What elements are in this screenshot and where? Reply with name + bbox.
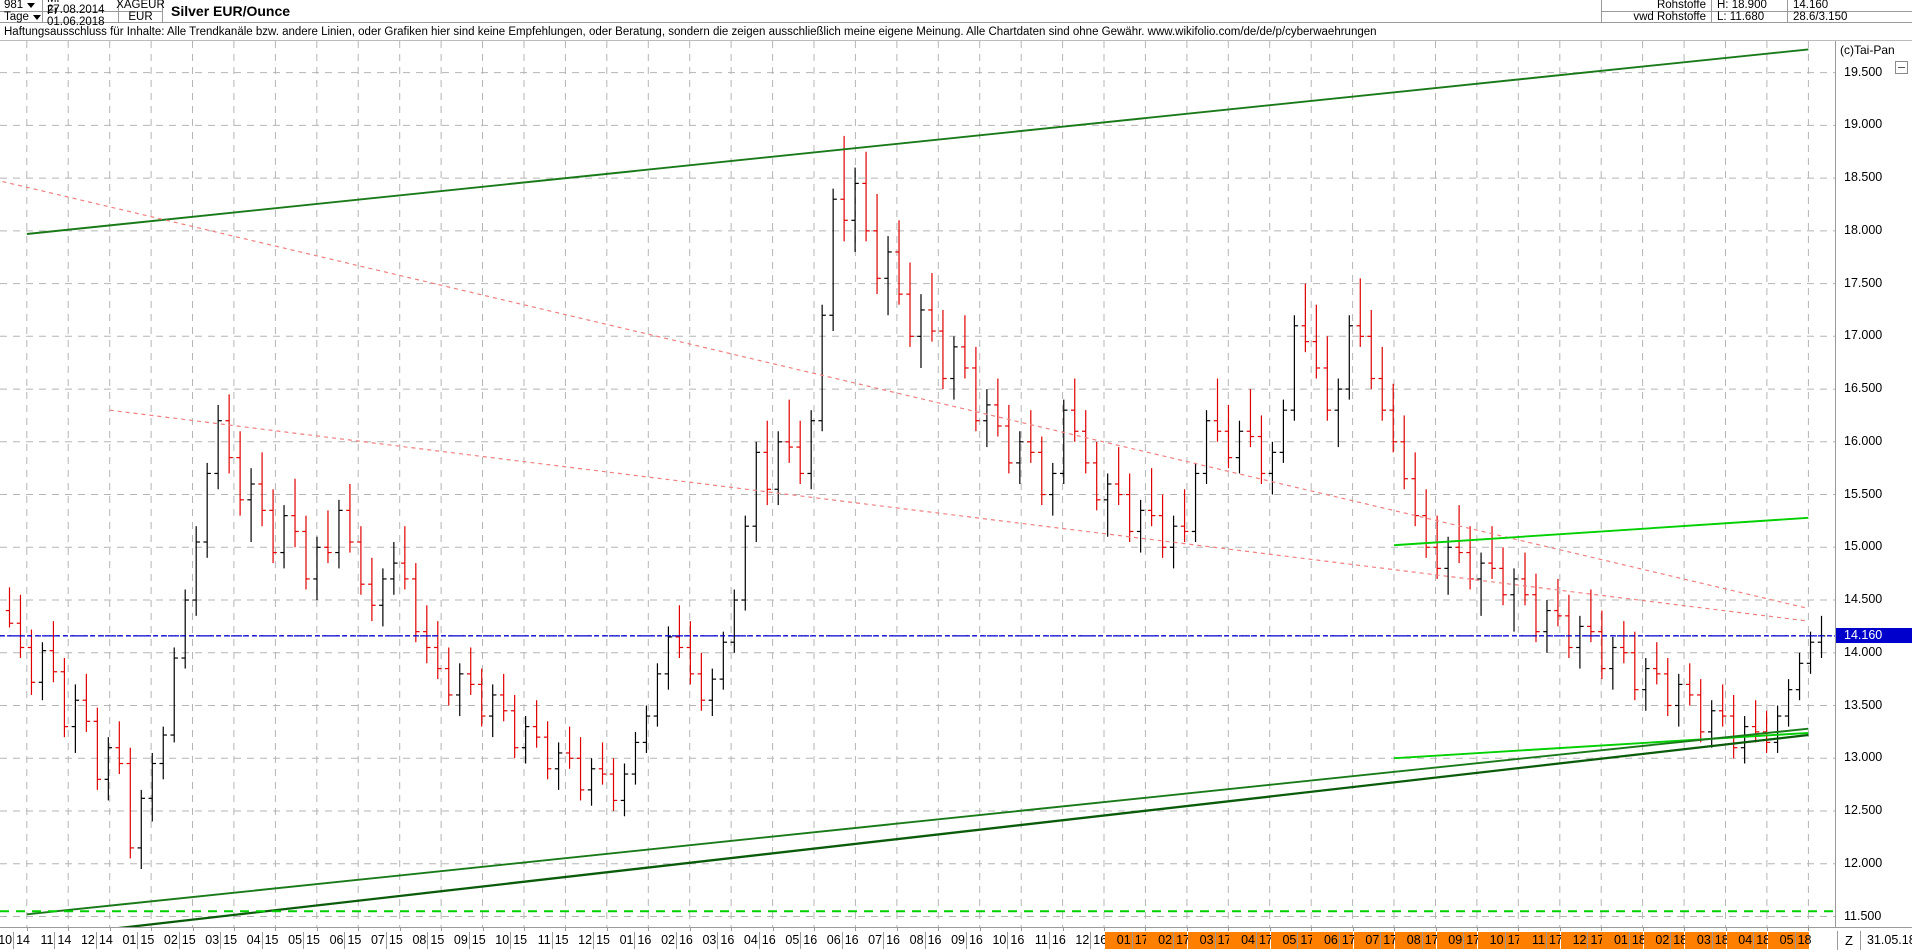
price-tick-label: 15.500 — [1844, 486, 1883, 501]
period-low: L: 11.680 — [1717, 10, 1765, 23]
time-tick-label[interactable]: 05 17 — [1270, 932, 1314, 949]
time-tick-label[interactable]: 01 18 — [1602, 932, 1646, 949]
axis-end-date: 31.05.18 — [1867, 933, 1912, 947]
time-tick-label[interactable]: 05 18 — [1767, 932, 1811, 949]
price-tick-label: 11.500 — [1844, 908, 1882, 923]
time-tick-label[interactable]: 08 17 — [1395, 932, 1439, 949]
time-tick-label[interactable]: 11 16 — [1034, 932, 1066, 949]
price-tick-label: 15.000 — [1844, 539, 1883, 554]
bar-count-value: 981 — [4, 0, 24, 11]
time-tick-label[interactable]: 11 14 — [40, 932, 72, 949]
price-tick-label: 17.000 — [1844, 328, 1883, 343]
price-tick-label: 14.000 — [1844, 644, 1883, 659]
time-axis[interactable]: 10 14 11 14 12 14 01 15 02 15 03 15 04 15 05 15 06 15 07 15… — [0, 927, 1912, 952]
date-to: Fr 01.06.2018 — [47, 5, 105, 28]
time-tick-label[interactable]: 05 15 — [288, 932, 320, 949]
symbol-cell[interactable]: XAGEUR EUR — [116, 0, 165, 23]
collapse-icon[interactable] — [1895, 61, 1908, 74]
symbol-code: XAGEUR — [116, 0, 165, 11]
disclaimer-text: Haftungsausschluss für Inhalte: Alle Tre… — [4, 25, 1377, 38]
zoom-marker[interactable]: Z — [1837, 931, 1861, 950]
time-tick-label[interactable]: 12 16 — [1075, 932, 1108, 949]
range-info: 28.6/3.150 — [1793, 10, 1848, 23]
interval-value: Tage — [4, 10, 29, 23]
price-tick-label: 16.500 — [1844, 381, 1883, 396]
time-tick-label[interactable]: 10 15 — [495, 932, 528, 949]
time-tick-label[interactable]: 07 15 — [370, 932, 403, 949]
vendor-copyright: (c)Tai-Pan — [1840, 43, 1895, 57]
time-tick-label[interactable]: 05 16 — [785, 932, 818, 949]
price-tick-label: 14.500 — [1844, 592, 1883, 606]
price-tick-label: 18.500 — [1844, 170, 1883, 185]
category-label: Rohstoffe — [1656, 0, 1706, 11]
time-tick-label[interactable]: 06 16 — [826, 932, 859, 949]
time-tick-label[interactable]: 11 17 — [1519, 932, 1563, 949]
time-tick-label[interactable]: 07 16 — [868, 932, 900, 949]
time-tick-label[interactable]: 10 17 — [1477, 932, 1521, 949]
last-price: 14.160 — [1793, 0, 1829, 11]
time-tick-label[interactable]: 10 16 — [992, 932, 1025, 949]
price-tick-label: 16.000 — [1844, 433, 1883, 448]
price-tick-label: 18.000 — [1844, 222, 1883, 237]
time-tick-label[interactable]: 12 17 — [1560, 932, 1604, 949]
chevron-down-icon[interactable] — [27, 2, 36, 8]
time-tick-label[interactable]: 02 16 — [661, 932, 693, 949]
date-range[interactable]: Mi 27.08.2014 Fr 01.06.2018 — [43, 0, 119, 28]
time-tick-label[interactable]: 04 15 — [246, 932, 279, 949]
time-tick-label[interactable]: 02 17 — [1146, 932, 1190, 949]
time-tick-label[interactable]: 04 16 — [743, 932, 776, 949]
price-tick-label: 12.500 — [1844, 803, 1883, 817]
time-tick-label[interactable]: 12 15 — [578, 932, 610, 949]
time-tick-label[interactable]: 12 14 — [80, 932, 113, 949]
time-tick-label[interactable]: 09 16 — [951, 932, 983, 949]
time-tick-label[interactable]: 03 18 — [1685, 932, 1729, 949]
instrument-title: Silver EUR/Ounce — [163, 0, 1602, 22]
price-axis[interactable]: (c)Tai-Pan 19.500 19.000 18.500 18.000 17.50… — [1835, 41, 1912, 927]
symbol-currency: EUR — [128, 10, 153, 23]
data-source-label: vwd Rohstoffe — [1633, 10, 1706, 23]
time-tick-label[interactable]: 09 15 — [453, 932, 486, 949]
time-tick-label[interactable]: 01 15 — [122, 932, 155, 949]
time-tick-label[interactable]: 08 15 — [412, 932, 445, 949]
price-tick-label: 12.000 — [1844, 855, 1883, 870]
date-from: Mi 27.08.2014 — [47, 0, 105, 16]
time-tick-label[interactable]: 03 16 — [702, 932, 735, 949]
chevron-down-icon[interactable] — [32, 14, 41, 20]
time-tick-label[interactable]: 06 15 — [329, 932, 362, 949]
price-tick-label: 19.500 — [1844, 64, 1883, 79]
price-tick-label: 13.500 — [1844, 697, 1883, 712]
time-tick-label[interactable]: 02 18 — [1643, 932, 1687, 949]
period-high: H: 18.900 — [1717, 0, 1767, 11]
disclaimer-bar: Haftungsausschluss für Inhalte: Alle Tre… — [0, 23, 1912, 41]
chart-toolbar: 981 Tage Mi 27.08.2014 Fr 01.06.2018 XAG… — [0, 0, 1912, 28]
time-tick-label[interactable]: 03 17 — [1187, 932, 1231, 949]
price-tick-label: 19.000 — [1844, 117, 1883, 132]
chart-plot-area[interactable] — [0, 41, 1835, 927]
time-tick-label[interactable]: 04 17 — [1229, 932, 1273, 949]
time-tick-label[interactable]: 02 15 — [163, 932, 196, 949]
time-tick-label[interactable]: 01 16 — [619, 932, 652, 949]
last-price-cell: 14.160 28.6/3.150 — [1788, 0, 1912, 22]
current-price-badge: 14.160 — [1836, 627, 1912, 643]
time-tick-label[interactable]: 07 17 — [1353, 932, 1397, 949]
time-tick-label[interactable]: 06 17 — [1312, 932, 1356, 949]
price-tick-label: 17.500 — [1844, 275, 1883, 290]
price-tick-label: 13.000 — [1844, 750, 1883, 765]
chart-canvas — [0, 41, 1835, 927]
category-cell: Rohstoffe vwd Rohstoffe — [1602, 0, 1712, 22]
time-tick-label[interactable]: 01 17 — [1105, 932, 1149, 949]
time-tick-label[interactable]: 11 15 — [537, 932, 569, 949]
time-tick-label[interactable]: 08 16 — [909, 932, 942, 949]
bar-count-selector[interactable]: 981 Tage — [0, 0, 43, 22]
time-tick-label[interactable]: 03 15 — [205, 932, 238, 949]
high-low-cell: H: 18.900 L: 11.680 — [1712, 0, 1788, 22]
time-tick-label[interactable]: 10 14 — [0, 932, 30, 949]
time-tick-label[interactable]: 04 18 — [1726, 932, 1770, 949]
time-tick-label[interactable]: 09 17 — [1436, 932, 1480, 949]
page-title: Silver EUR/Ounce — [171, 2, 291, 19]
